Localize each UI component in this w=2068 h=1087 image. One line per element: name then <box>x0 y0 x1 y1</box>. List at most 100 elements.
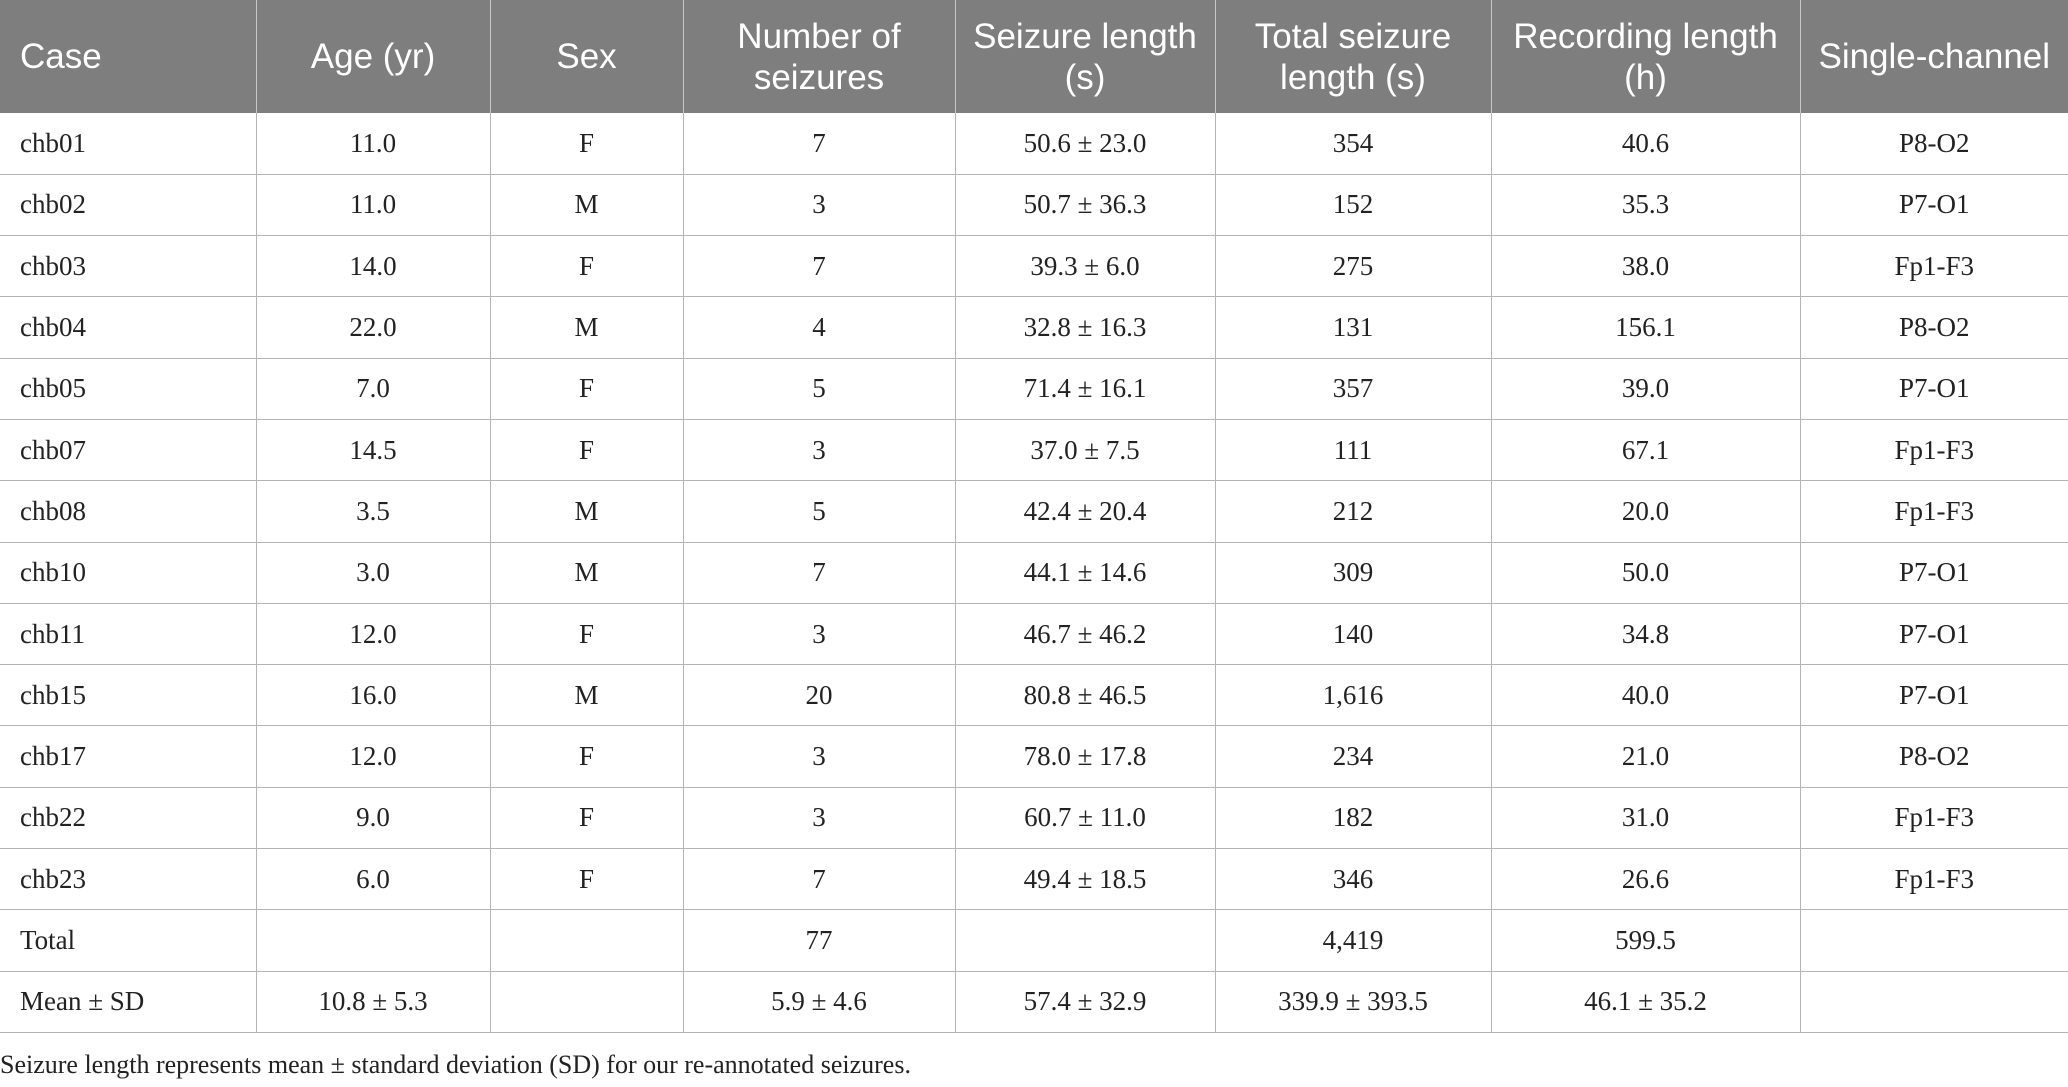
cell-age: 6.0 <box>256 848 491 911</box>
cell-age: 11.0 <box>256 113 491 175</box>
cell-seizure-length: 60.7 ± 11.0 <box>955 787 1216 850</box>
header-row: Case Age (yr) Sex Number of seizures Sei… <box>0 0 2068 113</box>
cell-seizure-length: 42.4 ± 20.4 <box>955 480 1216 543</box>
table-row: chb22 9.0 F 3 60.7 ± 11.0 182 31.0 Fp1-F3 <box>0 787 2068 850</box>
cell-recording-length: 26.6 <box>1491 848 1801 911</box>
cell-sex: F <box>490 603 684 666</box>
cell-case: chb02 <box>0 174 257 237</box>
header-single-channel: Single-channel <box>1800 0 2068 113</box>
cell-sex: M <box>490 542 684 604</box>
cell-number-of-seizures: 4 <box>683 296 956 359</box>
cell-age: 9.0 <box>256 787 491 850</box>
cell-number-of-seizures: 7 <box>683 848 956 911</box>
table-row: Mean ± SD 10.8 ± 5.3 5.9 ± 4.6 57.4 ± 32.9 3… <box>0 971 2068 1033</box>
table-row: chb05 7.0 F 5 71.4 ± 16.1 357 39.0 P7-O1 <box>0 358 2068 420</box>
cell-recording-length: 156.1 <box>1491 296 1801 359</box>
cell-seizure-length: 78.0 ± 17.8 <box>955 725 1216 788</box>
cell-seizure-length: 37.0 ± 7.5 <box>955 419 1216 482</box>
cell-seizure-length: 44.1 ± 14.6 <box>955 542 1216 604</box>
header-seizure-length: Seizure length (s) <box>955 0 1216 113</box>
cell-age <box>256 909 491 972</box>
cell-sex: F <box>490 235 684 298</box>
cell-single-channel: Fp1-F3 <box>1800 419 2068 482</box>
cell-seizure-length: 80.8 ± 46.5 <box>955 664 1216 727</box>
cell-sex: M <box>490 174 684 237</box>
cell-case: chb07 <box>0 419 257 482</box>
cell-recording-length: 40.0 <box>1491 664 1801 727</box>
cell-age: 3.0 <box>256 542 491 604</box>
cell-single-channel <box>1800 971 2068 1033</box>
table-row: chb23 6.0 F 7 49.4 ± 18.5 346 26.6 Fp1-F3 <box>0 848 2068 911</box>
cell-recording-length: 31.0 <box>1491 787 1801 850</box>
cell-seizure-length: 39.3 ± 6.0 <box>955 235 1216 298</box>
cell-single-channel: Fp1-F3 <box>1800 848 2068 911</box>
header-total-seizure-length: Total seizure length (s) <box>1215 0 1492 113</box>
header-number-of-seizures: Number of seizures <box>683 0 956 113</box>
header-age: Age (yr) <box>256 0 491 113</box>
cell-number-of-seizures: 77 <box>683 909 956 972</box>
cell-age: 16.0 <box>256 664 491 727</box>
cell-recording-length: 20.0 <box>1491 480 1801 543</box>
cell-recording-length: 67.1 <box>1491 419 1801 482</box>
table-row: chb03 14.0 F 7 39.3 ± 6.0 275 38.0 Fp1-F3 <box>0 235 2068 298</box>
header-case: Case <box>0 0 257 113</box>
header-sex: Sex <box>490 0 684 113</box>
cell-total-seizure-length: 354 <box>1215 113 1492 175</box>
cell-recording-length: 40.6 <box>1491 113 1801 175</box>
cell-single-channel: P7-O1 <box>1800 603 2068 666</box>
cell-case: chb08 <box>0 480 257 543</box>
table-row: chb01 11.0 F 7 50.6 ± 23.0 354 40.6 P8-O2 <box>0 113 2068 175</box>
cell-number-of-seizures: 3 <box>683 419 956 482</box>
cell-seizure-length: 32.8 ± 16.3 <box>955 296 1216 359</box>
cell-total-seizure-length: 346 <box>1215 848 1492 911</box>
cell-sex: M <box>490 664 684 727</box>
seizure-table-container: Case Age (yr) Sex Number of seizures Sei… <box>0 0 2068 1033</box>
cell-sex: F <box>490 725 684 788</box>
cell-case: chb23 <box>0 848 257 911</box>
cell-recording-length: 34.8 <box>1491 603 1801 666</box>
cell-single-channel: P7-O1 <box>1800 664 2068 727</box>
cell-recording-length: 50.0 <box>1491 542 1801 604</box>
table-row: chb07 14.5 F 3 37.0 ± 7.5 111 67.1 Fp1-F3 <box>0 419 2068 482</box>
cell-case: Mean ± SD <box>0 971 257 1033</box>
cell-age: 7.0 <box>256 358 491 420</box>
cell-age: 14.0 <box>256 235 491 298</box>
cell-case: chb15 <box>0 664 257 727</box>
cell-sex: F <box>490 848 684 911</box>
cell-case: chb10 <box>0 542 257 604</box>
cell-age: 11.0 <box>256 174 491 237</box>
cell-total-seizure-length: 4,419 <box>1215 909 1492 972</box>
cell-recording-length: 35.3 <box>1491 174 1801 237</box>
table-row: chb11 12.0 F 3 46.7 ± 46.2 140 34.8 P7-O1 <box>0 603 2068 666</box>
cell-sex: M <box>490 296 684 359</box>
cell-case: chb11 <box>0 603 257 666</box>
cell-single-channel: P7-O1 <box>1800 542 2068 604</box>
cell-single-channel: P7-O1 <box>1800 358 2068 420</box>
cell-single-channel <box>1800 909 2068 972</box>
cell-seizure-length: 50.7 ± 36.3 <box>955 174 1216 237</box>
cell-number-of-seizures: 3 <box>683 603 956 666</box>
cell-number-of-seizures: 5.9 ± 4.6 <box>683 971 956 1033</box>
cell-sex <box>490 909 684 972</box>
cell-case: Total <box>0 909 257 972</box>
cell-seizure-length: 71.4 ± 16.1 <box>955 358 1216 420</box>
table-footnote: Seizure length represents mean ± standar… <box>0 1050 911 1079</box>
cell-sex: F <box>490 419 684 482</box>
cell-seizure-length: 46.7 ± 46.2 <box>955 603 1216 666</box>
cell-number-of-seizures: 5 <box>683 480 956 543</box>
cell-age: 10.8 ± 5.3 <box>256 971 491 1033</box>
cell-number-of-seizures: 3 <box>683 725 956 788</box>
cell-case: chb17 <box>0 725 257 788</box>
table-row: chb10 3.0 M 7 44.1 ± 14.6 309 50.0 P7-O1 <box>0 542 2068 604</box>
cell-sex: F <box>490 358 684 420</box>
table-row: chb15 16.0 M 20 80.8 ± 46.5 1,616 40.0 P7-O1 <box>0 664 2068 727</box>
table-row: chb17 12.0 F 3 78.0 ± 17.8 234 21.0 P8-O2 <box>0 725 2068 788</box>
cell-sex: M <box>490 480 684 543</box>
cell-recording-length: 46.1 ± 35.2 <box>1491 971 1801 1033</box>
cell-case: chb05 <box>0 358 257 420</box>
cell-total-seizure-length: 152 <box>1215 174 1492 237</box>
cell-total-seizure-length: 234 <box>1215 725 1492 788</box>
cell-single-channel: Fp1-F3 <box>1800 235 2068 298</box>
header-recording-length: Recording length (h) <box>1491 0 1801 113</box>
table-row: Total 77 4,419 599.5 <box>0 909 2068 972</box>
